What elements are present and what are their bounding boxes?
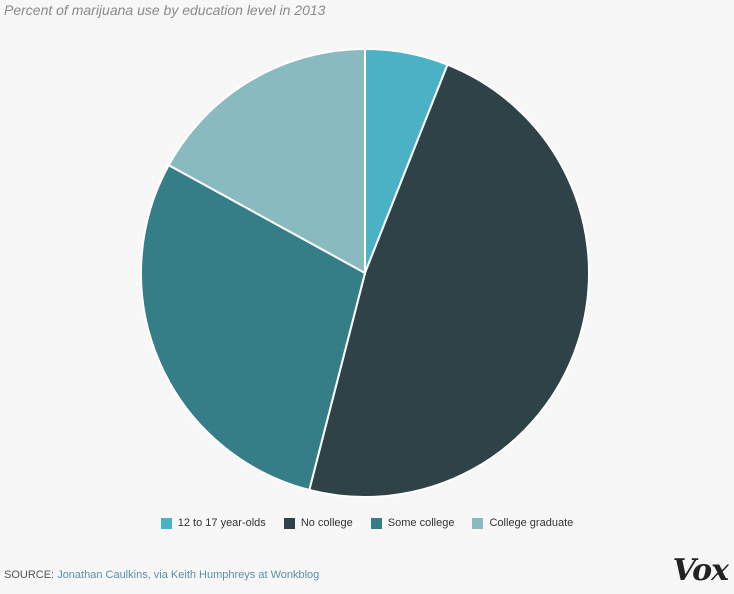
vox-logo: Vox [672, 553, 729, 588]
source-label: SOURCE: [4, 569, 58, 581]
pie-slice-some-college [140, 163, 367, 492]
legend-swatch [472, 517, 484, 529]
legend-label: College graduate [489, 517, 574, 529]
legend-item: College graduate [472, 517, 573, 529]
legend-item: No college [283, 517, 353, 529]
legend-label: Some college [387, 517, 455, 529]
chart-legend: 12 to 17 year-olds No college Some college… [0, 517, 734, 529]
legend-swatch [283, 517, 295, 529]
pie-slice-no-college [308, 63, 590, 498]
pie-chart [140, 47, 590, 498]
legend-label: 12 to 17 year-olds [177, 517, 266, 529]
source-note: SOURCE: Jonathan Caulkins, via Keith Hum… [4, 569, 319, 581]
legend-item: 12 to 17 year-olds [160, 517, 266, 529]
legend-label: No college [300, 517, 353, 529]
legend-item: Some college [370, 517, 455, 529]
pie-slice-college-graduate [167, 47, 366, 275]
legend-swatch [370, 517, 382, 529]
chart-subtitle: Percent of marijuana use by education le… [4, 2, 326, 18]
source-text: Jonathan Caulkins, via Keith Humphreys a… [57, 569, 320, 581]
legend-swatch [160, 517, 172, 529]
pie-chart-svg [140, 47, 590, 498]
